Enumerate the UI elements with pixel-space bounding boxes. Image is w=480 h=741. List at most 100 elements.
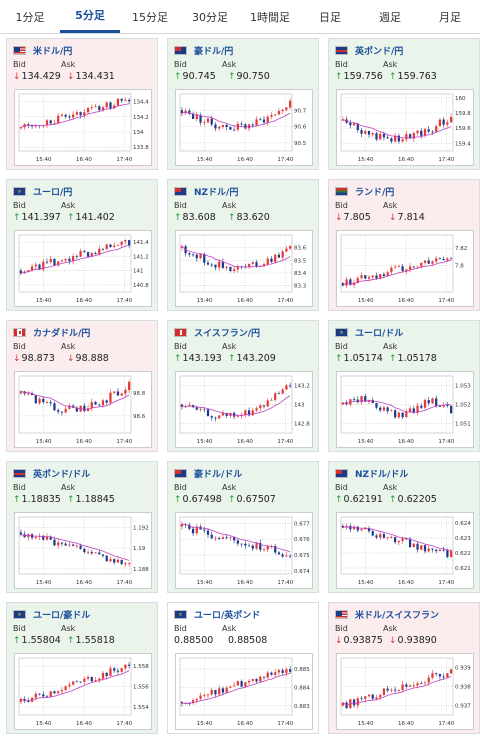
bid-price: 1.05174 bbox=[343, 353, 383, 364]
plot-area bbox=[179, 234, 293, 293]
rate-card[interactable]: 豪ドル/円 Bid Ask ↑ 90.745 ↑ 90.750 90.7 90.6 90.5 15:… bbox=[167, 38, 319, 170]
candle bbox=[191, 700, 195, 704]
chart-svg: 141.4 141.2 141 140.8 15:40 16:40 17:40 bbox=[18, 234, 149, 304]
rate-card[interactable]: 英ポンド/ドル Bid Ask ↑ 1.18835 ↑ 1.18845 1.192 1.19 1.… bbox=[6, 461, 158, 593]
currency-pair-link[interactable]: ランド/円 bbox=[355, 187, 395, 198]
currency-pair-link[interactable]: ユーロ/英ポンド bbox=[194, 610, 261, 621]
candlestick-chart[interactable]: 0.885 0.884 0.883 15:40 16:40 17:40 bbox=[175, 653, 313, 730]
candle bbox=[240, 123, 243, 125]
price-values: ↑ 1.05174 ↑ 1.05178 bbox=[335, 352, 474, 365]
rate-card[interactable]: カナダドル/円 Bid Ask ↓ 98.873 ↓ 98.888 98.8 98.6 15:40… bbox=[6, 320, 158, 452]
candlestick-chart[interactable]: 0.624 0.623 0.622 0.621 15:40 16:40 17:40 bbox=[336, 512, 474, 589]
candle bbox=[124, 563, 127, 565]
candle bbox=[379, 407, 382, 411]
rate-card[interactable]: ユーロ/円 Bid Ask ↑ 141.397 ↑ 141.402 141.4 141.2 141… bbox=[6, 179, 158, 311]
bid-price: 98.873 bbox=[21, 353, 55, 364]
currency-pair-link[interactable]: 英ポンド/円 bbox=[355, 46, 404, 57]
currency-pair-link[interactable]: 米ドル/円 bbox=[33, 46, 73, 57]
rate-card[interactable]: ユーロ/ドル Bid Ask ↑ 1.05174 ↑ 1.05178 1.053 1.052 1.… bbox=[328, 320, 480, 452]
tab-3[interactable]: 30分足 bbox=[192, 10, 228, 24]
tab-5[interactable]: 日足 bbox=[319, 10, 341, 24]
tab-4[interactable]: 1時間足 bbox=[250, 10, 290, 24]
candle bbox=[274, 114, 277, 116]
price-labels: Bid Ask bbox=[174, 60, 313, 70]
rate-card[interactable]: NZドル/ドル Bid Ask ↑ 0.62191 ↑ 0.62205 0.624 0.623 0… bbox=[328, 461, 480, 593]
arrow-down-icon: ↓ bbox=[389, 212, 397, 223]
candle bbox=[113, 105, 116, 109]
candle bbox=[90, 401, 93, 409]
candle bbox=[79, 251, 82, 257]
currency-pair-link[interactable]: NZドル/円 bbox=[194, 187, 239, 198]
tab-6[interactable]: 週足 bbox=[379, 10, 401, 24]
currency-pair-link[interactable]: スイスフラン/円 bbox=[194, 328, 261, 339]
rate-card[interactable]: 英ポンド/円 Bid Ask ↑ 159.756 ↑ 159.763 160 159.8 159.… bbox=[328, 38, 480, 170]
candlestick-chart[interactable]: 90.7 90.6 90.5 15:40 16:40 17:40 bbox=[175, 89, 313, 166]
candlestick-chart[interactable]: 160 159.8 159.6 159.4 15:40 16:40 17:40 bbox=[336, 89, 474, 166]
rate-card[interactable]: ユーロ/英ポンド Bid Ask 0.88500 0.88508 0.885 0.884 0.… bbox=[167, 602, 319, 734]
rate-card[interactable]: 米ドル/円 Bid Ask ↓ 134.429 ↓ 134.431 134.4 134.2 134… bbox=[6, 38, 158, 170]
arrow-up-icon: ↑ bbox=[228, 494, 236, 505]
candlestick-chart[interactable]: 1.053 1.052 1.051 15:40 16:40 17:40 bbox=[336, 371, 474, 448]
candlestick-chart[interactable]: 0.939 0.938 0.937 15:40 16:40 17:40 bbox=[336, 653, 474, 730]
candle bbox=[281, 389, 284, 394]
candle bbox=[244, 124, 247, 129]
currency-pair-link[interactable]: 米ドル/スイスフラン bbox=[355, 610, 440, 621]
currency-pair-link[interactable]: ユーロ/円 bbox=[33, 187, 73, 198]
rate-card[interactable]: ランド/円 Bid Ask ↓ 7.805 ↓ 7.814 7.82 7.8 15:40 16:40… bbox=[328, 179, 480, 311]
candle bbox=[379, 133, 382, 140]
currency-pair-link[interactable]: ユーロ/豪ドル bbox=[33, 610, 91, 621]
rate-card[interactable]: スイスフラン/円 Bid Ask ↑ 143.193 ↑ 143.209 143.2 143 14… bbox=[167, 320, 319, 452]
price-values: ↓ 134.429 ↓ 134.431 bbox=[13, 70, 152, 83]
candlestick-chart[interactable]: 0.677 0.676 0.675 0.674 15:40 16:40 17:40 bbox=[175, 512, 313, 589]
currency-pair-link[interactable]: ユーロ/ドル bbox=[355, 328, 404, 339]
candlestick-chart[interactable]: 7.82 7.8 15:40 16:40 17:40 bbox=[336, 230, 474, 307]
candle bbox=[203, 529, 206, 531]
candle bbox=[367, 694, 371, 697]
currency-pair-link[interactable]: NZドル/ドル bbox=[355, 469, 409, 480]
price-labels: Bid Ask bbox=[13, 483, 152, 493]
candlestick-chart[interactable]: 98.8 98.6 15:40 16:40 17:40 bbox=[14, 371, 152, 448]
chart-svg: 98.8 98.6 15:40 16:40 17:40 bbox=[18, 375, 146, 445]
tab-7[interactable]: 月足 bbox=[439, 10, 461, 24]
candle bbox=[49, 402, 52, 404]
rate-card[interactable]: ユーロ/豪ドル Bid Ask ↑ 1.55804 ↑ 1.55818 1.558 1.556 1… bbox=[6, 602, 158, 734]
currency-pair-link[interactable]: 豪ドル/円 bbox=[194, 46, 234, 57]
y-tick-label: 141.4 bbox=[133, 240, 149, 246]
ask-price: 0.67507 bbox=[236, 494, 276, 505]
candlestick-chart[interactable]: 1.192 1.19 1.188 15:40 16:40 17:40 bbox=[14, 512, 152, 589]
candle bbox=[277, 393, 281, 395]
candlestick-chart[interactable]: 1.558 1.556 1.554 15:40 16:40 17:40 bbox=[14, 653, 152, 730]
candle bbox=[371, 133, 374, 135]
x-tick-label: 16:40 bbox=[237, 439, 253, 445]
price-values: ↑ 141.397 ↑ 141.402 bbox=[13, 211, 152, 224]
candle bbox=[233, 537, 236, 541]
candle bbox=[113, 559, 116, 563]
rate-card[interactable]: 豪ドル/ドル Bid Ask ↑ 0.67498 ↑ 0.67507 0.677 0.676 0.… bbox=[167, 461, 319, 593]
plot-area bbox=[179, 657, 293, 716]
ask-label: Ask bbox=[222, 483, 237, 492]
price-values: ↑ 1.18835 ↑ 1.18845 bbox=[13, 493, 152, 506]
x-tick-label: 15:40 bbox=[36, 580, 52, 586]
candle bbox=[285, 248, 288, 252]
ask-price: 143.209 bbox=[236, 353, 276, 364]
candle bbox=[435, 549, 438, 552]
candlestick-chart[interactable]: 134.4 134.2 134 133.8 15:40 16:40 17:40 bbox=[14, 89, 152, 166]
candlestick-chart[interactable]: 141.4 141.2 141 140.8 15:40 16:40 17:40 bbox=[14, 230, 152, 307]
tab-1[interactable]: 5分足 bbox=[60, 0, 120, 33]
currency-pair-link[interactable]: カナダドル/円 bbox=[33, 328, 91, 339]
candlestick-chart[interactable]: 143.2 143 142.8 15:40 16:40 17:40 bbox=[175, 371, 313, 448]
moving-average-line bbox=[342, 526, 452, 551]
price-values: 0.88500 0.88508 bbox=[174, 634, 313, 647]
tab-0[interactable]: 1分足 bbox=[15, 10, 45, 24]
currency-pair-link[interactable]: 英ポンド/ドル bbox=[33, 469, 91, 480]
rate-card[interactable]: 米ドル/スイスフラン Bid Ask ↓ 0.93875 ↓ 0.93890 0.939 0.9… bbox=[328, 602, 480, 734]
candle bbox=[199, 254, 202, 259]
candle bbox=[120, 559, 123, 564]
currency-pair-link[interactable]: 豪ドル/ドル bbox=[194, 469, 243, 480]
x-tick-label: 17:40 bbox=[277, 580, 293, 586]
candlestick-chart[interactable]: 83.6 83.5 83.4 83.3 15:40 16:40 17:40 bbox=[175, 230, 313, 307]
rate-card[interactable]: NZドル/円 Bid Ask ↑ 83.608 ↑ 83.620 83.6 83.5 83.4 83… bbox=[167, 179, 319, 311]
candle bbox=[364, 396, 367, 402]
tab-2[interactable]: 15分足 bbox=[132, 10, 168, 24]
candle bbox=[38, 693, 41, 695]
